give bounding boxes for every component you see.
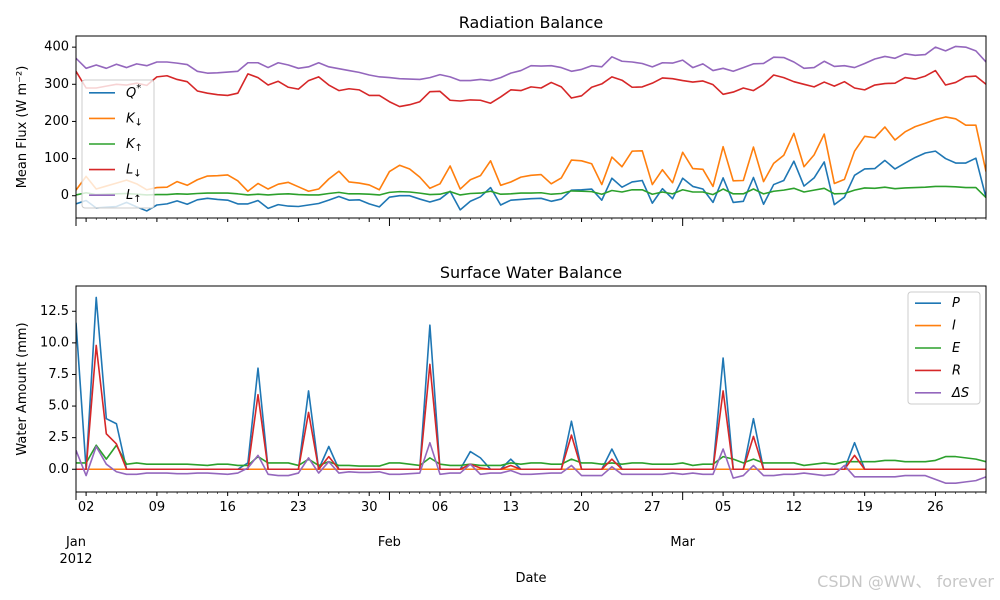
x-tick-label: 09 xyxy=(149,500,166,515)
y-tick-label: 12.5 xyxy=(40,304,69,319)
y-tick-label: 2.5 xyxy=(48,430,69,445)
chart-title: Surface Water Balance xyxy=(440,263,622,282)
y-tick-label: 0 xyxy=(61,188,69,203)
legend-label-Lup: L↑ xyxy=(126,188,142,206)
x-tick-label: 23 xyxy=(290,500,307,515)
watermark: CSDN @WW、 forever xyxy=(817,572,994,591)
series-line-Qstar xyxy=(76,150,986,212)
legend: Q* K↓ K↑ L↓ L↑ xyxy=(81,79,155,209)
chart-radiation-balance: Radiation Balance 0 100 200 300 400 Mean Flux … xyxy=(15,13,987,226)
chart-title: Radiation Balance xyxy=(459,13,604,32)
y-tick-label: 0.0 xyxy=(48,462,69,477)
series-line-P xyxy=(76,296,986,471)
legend-label-R: R xyxy=(952,363,961,378)
y-axis-label: Mean Flux (W m⁻²) xyxy=(15,66,30,189)
legend-label-E: E xyxy=(952,341,961,356)
x-month-label: Mar xyxy=(670,535,695,550)
y-tick-label: 400 xyxy=(44,40,69,55)
legend-label-I: I xyxy=(952,318,956,333)
series-line-Lup xyxy=(76,45,986,82)
x-month-label: Jan xyxy=(65,535,86,550)
legend-label-P: P xyxy=(952,296,960,311)
axes-frame xyxy=(75,35,987,219)
legend-label-Kdown: K↓ xyxy=(126,111,143,128)
chart-surface-water-balance: Surface Water Balance 0.0 2.5 5.0 7.5 10.0 12.… xyxy=(15,263,987,586)
y-tick-label: 10.0 xyxy=(40,335,69,350)
y-tick-label: 200 xyxy=(44,114,69,129)
legend-box xyxy=(81,79,155,209)
x-year-label: 2012 xyxy=(59,552,92,567)
x-axis-label: Date xyxy=(515,571,546,586)
y-tick-label: 100 xyxy=(44,151,69,166)
y-tick-label: 7.5 xyxy=(48,367,69,382)
legend-box xyxy=(907,291,981,405)
series-group xyxy=(76,296,986,484)
series-line-Kup xyxy=(76,185,986,199)
series-line-Ldown xyxy=(76,69,986,108)
x-tick-label: 30 xyxy=(361,500,378,515)
series-line-R xyxy=(76,344,986,471)
x-tick-label: 05 xyxy=(715,500,732,515)
y-tick-label: 5.0 xyxy=(48,399,69,414)
x-tick-label: 16 xyxy=(219,500,236,515)
x-tick-label: 20 xyxy=(573,500,590,515)
legend-label-Kup: K↑ xyxy=(126,137,143,155)
y-axis-label: Water Amount (mm) xyxy=(15,322,30,455)
x-tick-label: 13 xyxy=(503,500,520,515)
legend-label-Qstar: Q* xyxy=(126,83,141,101)
x-tick-label: 27 xyxy=(644,500,661,515)
legend-label-dS: ΔS xyxy=(951,385,969,400)
x-tick-label: 26 xyxy=(927,500,944,515)
legend-label-Ldown: L↓ xyxy=(126,162,142,180)
axes-frame xyxy=(75,285,987,493)
x-tick-label: 02 xyxy=(78,500,95,515)
y-tick-label: 300 xyxy=(44,77,69,92)
series-line-E xyxy=(76,444,986,467)
series-line-dS xyxy=(76,441,986,484)
x-tick-label: 06 xyxy=(432,500,449,515)
x-month-label: Feb xyxy=(378,535,401,550)
x-tick-label: 19 xyxy=(856,500,873,515)
series-line-Kdown xyxy=(76,116,986,193)
x-tick-label: 12 xyxy=(786,500,803,515)
series-group xyxy=(76,45,986,212)
